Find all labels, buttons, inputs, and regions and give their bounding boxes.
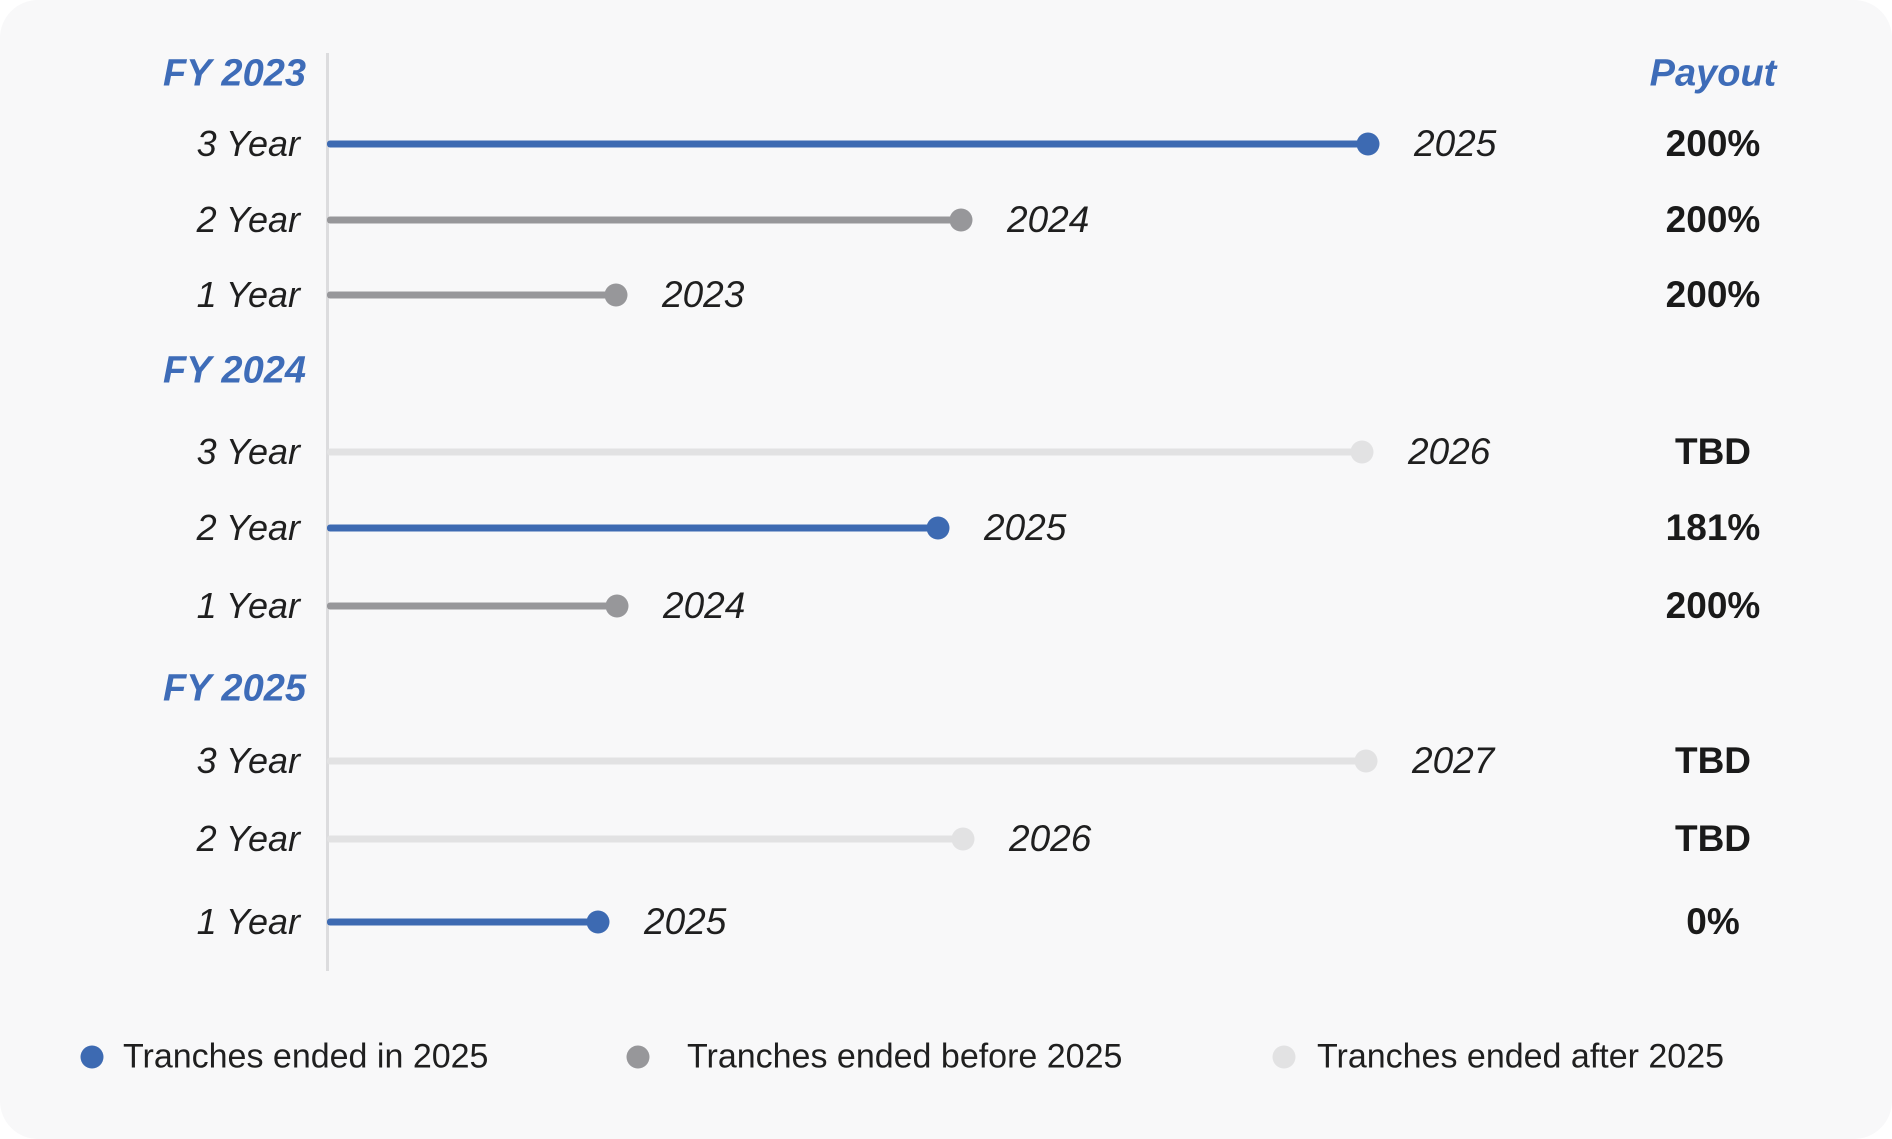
tranche-end-dot <box>1350 440 1374 464</box>
payout-value: 181% <box>1665 507 1761 548</box>
tranche-end-year-label: 2025 <box>644 901 727 942</box>
tranche-duration-label: 2 Year <box>196 818 300 859</box>
tranche-bar <box>327 216 961 224</box>
fiscal-year-header: FY 2024 <box>163 349 306 392</box>
tranche-end-dot <box>1354 749 1378 773</box>
payout-value: 200% <box>1665 123 1761 164</box>
payout-value: TBD <box>1674 818 1752 859</box>
tranche-end-year-label: 2024 <box>1007 199 1090 240</box>
legend-dot <box>626 1045 650 1069</box>
tranche-duration-label: 1 Year <box>196 274 300 315</box>
legend-dot <box>80 1045 104 1069</box>
tranche-end-year-label: 2025 <box>1414 123 1497 164</box>
tranche-bar <box>327 291 616 299</box>
tranche-end-dot <box>926 516 950 540</box>
tranche-end-dot <box>1356 132 1380 156</box>
tranche-duration-label: 1 Year <box>196 901 300 942</box>
legend-dot <box>1272 1045 1296 1069</box>
tranche-end-year-label: 2026 <box>1408 431 1491 472</box>
tranche-end-dot <box>605 594 629 618</box>
tranche-bar <box>327 140 1368 148</box>
tranche-bar <box>327 602 617 610</box>
tranche-end-dot <box>951 827 975 851</box>
payout-value: TBD <box>1674 740 1752 781</box>
tranche-end-year-label: 2023 <box>662 274 745 315</box>
tranche-bar <box>327 448 1362 456</box>
tranche-duration-label: 2 Year <box>196 507 300 548</box>
tranche-duration-label: 3 Year <box>196 431 300 472</box>
tranche-bar <box>327 918 598 926</box>
tranche-end-year-label: 2026 <box>1009 818 1092 859</box>
tranche-duration-label: 3 Year <box>196 123 300 164</box>
y-axis-line <box>326 53 329 971</box>
tranche-duration-label: 3 Year <box>196 740 300 781</box>
payout-value: 200% <box>1665 585 1761 626</box>
tranche-end-year-label: 2025 <box>984 507 1067 548</box>
legend-label: Tranches ended after 2025 <box>1317 1037 1725 1076</box>
legend-label: Tranches ended before 2025 <box>687 1037 1123 1076</box>
fiscal-year-header: FY 2025 <box>163 667 306 710</box>
tranche-end-dot <box>949 208 973 232</box>
payout-value: 200% <box>1665 274 1761 315</box>
tranche-bar <box>327 835 963 843</box>
tranche-bar <box>327 524 938 532</box>
tranche-end-year-label: 2024 <box>663 585 746 626</box>
tranche-bar <box>327 757 1366 765</box>
fiscal-year-header: FY 2023 <box>163 52 306 95</box>
tranche-duration-label: 1 Year <box>196 585 300 626</box>
tranche-end-dot <box>586 910 610 934</box>
payout-value: 0% <box>1686 901 1740 942</box>
tranche-duration-label: 2 Year <box>196 199 300 240</box>
payout-value: 200% <box>1665 199 1761 240</box>
tranche-end-dot <box>604 283 628 307</box>
legend-label: Tranches ended in 2025 <box>123 1037 489 1076</box>
payout-column-header: Payout <box>1649 52 1777 95</box>
payout-value: TBD <box>1674 431 1752 472</box>
tranche-end-year-label: 2027 <box>1412 740 1495 781</box>
